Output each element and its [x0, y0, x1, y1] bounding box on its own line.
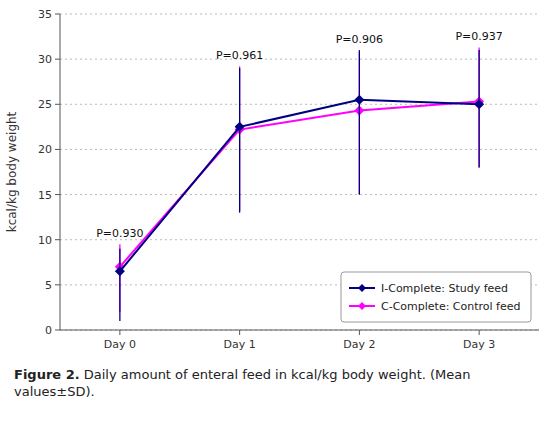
- legend: I-Complete: Study feed C-Complete: Contro…: [341, 272, 531, 322]
- marker: [358, 284, 366, 292]
- marker: [235, 122, 245, 132]
- x-tick: [359, 330, 360, 335]
- y-axis: 0 5 10 15 20 25 30 35: [38, 8, 539, 337]
- y-tick-label: 35: [38, 8, 52, 21]
- x-axis-line: [60, 330, 539, 331]
- line: [120, 100, 479, 272]
- y-tick-label: 30: [38, 53, 52, 66]
- caption: Figure 2. Daily amount of enteral feed i…: [0, 362, 553, 400]
- y-axis-line: [60, 14, 61, 330]
- annotation: P=0.906: [336, 33, 383, 46]
- y-tick: [55, 104, 60, 105]
- legend-label: C-Complete: Control feed: [381, 300, 521, 313]
- chart-svg: 0 5 10 15 20 25 30 35 Day 0 Day 1 Day 2 Day 3 kcal/k…: [0, 0, 553, 362]
- caption-text: Daily amount of enteral feed in kcal/kg …: [14, 367, 471, 399]
- error-bar: [359, 50, 360, 194]
- x-tick-label: Day 0: [104, 338, 136, 351]
- grid-line: [60, 149, 539, 150]
- x-tick: [239, 330, 240, 335]
- y-tick-label: 5: [45, 279, 52, 292]
- y-tick: [55, 194, 60, 195]
- legend-label: I-Complete: Study feed: [381, 282, 508, 295]
- caption-label: Figure 2.: [14, 367, 80, 382]
- marker: [474, 99, 484, 109]
- marker: [358, 302, 366, 310]
- annotation: P=0.937: [455, 30, 502, 43]
- x-tick: [479, 330, 480, 335]
- y-tick-label: 10: [38, 234, 52, 247]
- marker: [354, 95, 364, 105]
- error-bar: [239, 68, 240, 212]
- y-tick-label: 15: [38, 189, 52, 202]
- y-tick-label: 20: [38, 143, 52, 156]
- y-tick-label: 25: [38, 98, 52, 111]
- line: [120, 102, 479, 267]
- annotation: P=0.930: [96, 227, 143, 240]
- grid-line: [60, 59, 539, 60]
- x-tick-label: Day 2: [343, 338, 375, 351]
- y-tick: [55, 330, 60, 331]
- grid-line: [60, 330, 539, 331]
- x-tick: [119, 330, 120, 335]
- grid-line: [60, 14, 539, 15]
- x-tick-label: Day 3: [463, 338, 495, 351]
- annotations: P=0.930 P=0.961 P=0.906 P=0.937: [96, 30, 503, 240]
- x-tick-label: Day 1: [224, 338, 256, 351]
- y-tick: [55, 149, 60, 150]
- y-tick: [55, 284, 60, 285]
- y-tick: [55, 14, 60, 15]
- x-axis: Day 0 Day 1 Day 2 Day 3: [104, 330, 495, 351]
- chart: 0 5 10 15 20 25 30 35 Day 0 Day 1 Day 2 Day 3 kcal/k…: [0, 0, 553, 362]
- legend-box: [341, 272, 531, 322]
- y-tick: [55, 59, 60, 60]
- grid-line: [60, 194, 539, 195]
- y-tick-label: 0: [45, 324, 52, 337]
- y-axis-label: kcal/kg body weight: [5, 111, 19, 232]
- annotation: P=0.961: [216, 49, 263, 62]
- marker: [115, 266, 125, 276]
- y-tick: [55, 239, 60, 240]
- error-bar: [119, 249, 120, 321]
